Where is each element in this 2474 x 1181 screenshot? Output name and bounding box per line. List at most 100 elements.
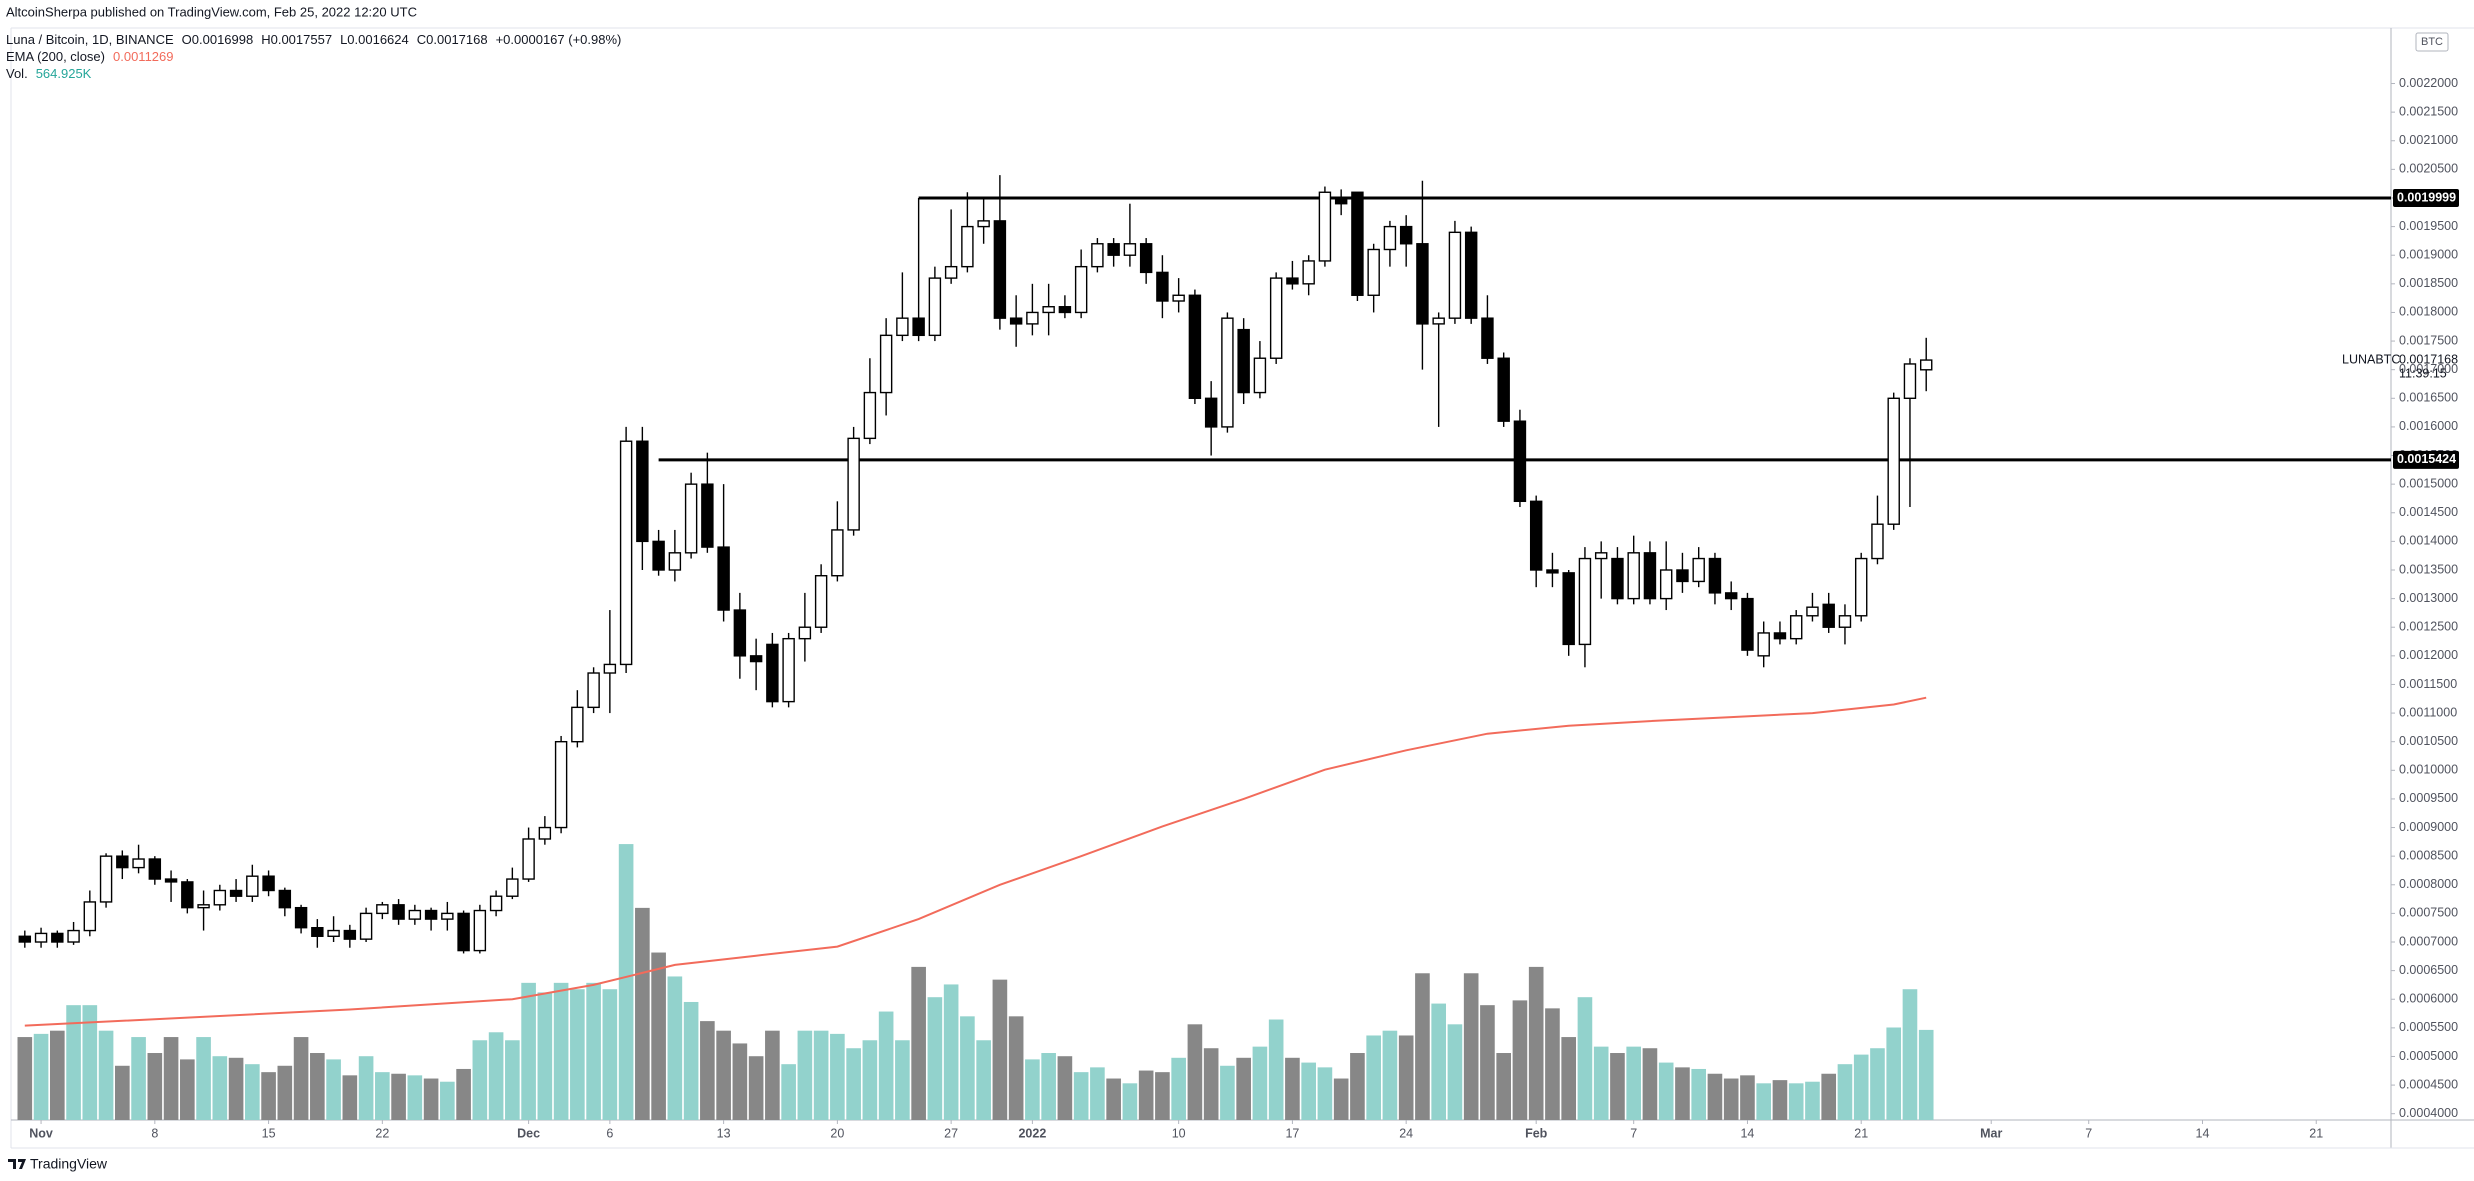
y-tick-label: 0.0019000 [2399, 248, 2458, 262]
candle-body [51, 932, 64, 943]
candle-body [473, 909, 487, 952]
candle-body [1578, 557, 1592, 646]
volume-bar [212, 1056, 228, 1120]
volume-bar [716, 1030, 731, 1120]
candle-body [457, 912, 470, 952]
publisher-header: AltcoinSherpa published on TradingView.c… [6, 4, 417, 19]
legend-ohlc-key: H [261, 32, 270, 47]
volume-bar [667, 976, 683, 1120]
volume-bar [781, 1064, 796, 1120]
x-tick-label: 10 [1172, 1126, 1186, 1140]
candle-body [961, 225, 974, 268]
candle-body [1838, 615, 1852, 628]
volume-bar [537, 992, 553, 1120]
logo-icon [8, 1159, 26, 1169]
candle-body [132, 858, 145, 869]
candle-body [912, 317, 925, 337]
candle-body [1773, 632, 1787, 640]
volume-bar [1821, 1073, 1837, 1120]
y-tick-label: 0.0010500 [2399, 734, 2458, 748]
y-tick-label: 0.0005500 [2399, 1020, 2458, 1034]
candle-body [619, 440, 633, 666]
volume-bar [115, 1065, 130, 1120]
symbol-price-tag: LUNABTC [2342, 352, 2400, 366]
y-tick-label: 0.0014500 [2399, 505, 2458, 519]
volume-bar [895, 1040, 910, 1120]
x-tick-label: 27 [944, 1126, 958, 1140]
volume-bar [1772, 1080, 1788, 1120]
candle-body [522, 838, 535, 880]
candle-body [1269, 277, 1283, 359]
y-tick-label: 0.0022000 [2399, 76, 2458, 90]
candle-body [554, 740, 568, 829]
volume-bar [1545, 1008, 1560, 1120]
candle-body [67, 929, 80, 943]
y-tick-label: 0.0004500 [2399, 1077, 2458, 1091]
candle-body [1919, 359, 1933, 371]
y-tick-label: 0.0015000 [2399, 476, 2458, 490]
volume-bar [797, 1030, 813, 1120]
y-tick-label: 0.0018500 [2399, 276, 2458, 290]
candle-body [1643, 552, 1657, 600]
candle-body [668, 552, 682, 571]
volume-bar [66, 1005, 81, 1120]
volume-bar [1512, 1000, 1528, 1120]
volume-bar [163, 1037, 179, 1120]
candle-body [1237, 328, 1250, 394]
y-tick-label: 0.0008500 [2399, 848, 2458, 862]
candle-body [1204, 397, 1218, 428]
volume-bar [1090, 1067, 1105, 1120]
candle-body [1448, 231, 1462, 319]
candle-body [18, 935, 32, 943]
x-tick-label: Dec [517, 1126, 540, 1140]
volume-bar [1301, 1062, 1316, 1120]
candle-body [847, 437, 860, 531]
volume-bar [960, 1016, 975, 1120]
y-tick-label: 0.0021000 [2399, 133, 2458, 147]
x-tick-label: 17 [1285, 1126, 1299, 1140]
x-tick-label: Feb [1525, 1126, 1548, 1140]
candle-body [1497, 357, 1510, 422]
volume-bar [196, 1037, 211, 1120]
volume-bar [131, 1037, 146, 1120]
volume-bar [1366, 1035, 1381, 1120]
candle-body [1854, 557, 1868, 617]
y-tick-label: 0.0019500 [2399, 219, 2458, 233]
volume-bar [813, 1030, 829, 1120]
volume-bar [277, 1065, 293, 1120]
volume-bar [1480, 1005, 1495, 1120]
legend-ohlc-key: O [182, 32, 192, 47]
volume-bar [992, 979, 1008, 1120]
candle-body [1562, 572, 1575, 646]
ema-line [24, 696, 1927, 1027]
volume-bar [1220, 1065, 1235, 1120]
volume-bar [1707, 1073, 1723, 1120]
volume-bar [440, 1081, 455, 1120]
candle-body [197, 904, 210, 909]
volume-bar [1870, 1048, 1885, 1120]
candle-body [1432, 317, 1445, 325]
volume-bar [1528, 966, 1544, 1120]
legend-ohlc-value: 0.0017557 [271, 32, 332, 47]
volume-bar [228, 1057, 244, 1120]
volume-bar [1593, 1046, 1609, 1120]
candle-body [879, 334, 893, 394]
volume-bar [17, 1037, 33, 1120]
candle-body [1188, 294, 1202, 399]
candle-body [1074, 265, 1088, 314]
candle-body [1367, 248, 1380, 296]
volume-bar [1008, 1016, 1024, 1120]
candle-body [506, 878, 519, 897]
volume-bar [1658, 1062, 1674, 1120]
volume-bar [1106, 1078, 1121, 1120]
candle-body [1026, 311, 1039, 325]
candle-body [83, 901, 97, 932]
candle-body [652, 540, 665, 571]
candle-body [717, 546, 730, 611]
y-tick-label: 0.0007000 [2399, 934, 2458, 948]
volume-bar [1252, 1046, 1268, 1120]
volume-bar [1350, 1053, 1365, 1120]
candle-body [213, 889, 227, 906]
